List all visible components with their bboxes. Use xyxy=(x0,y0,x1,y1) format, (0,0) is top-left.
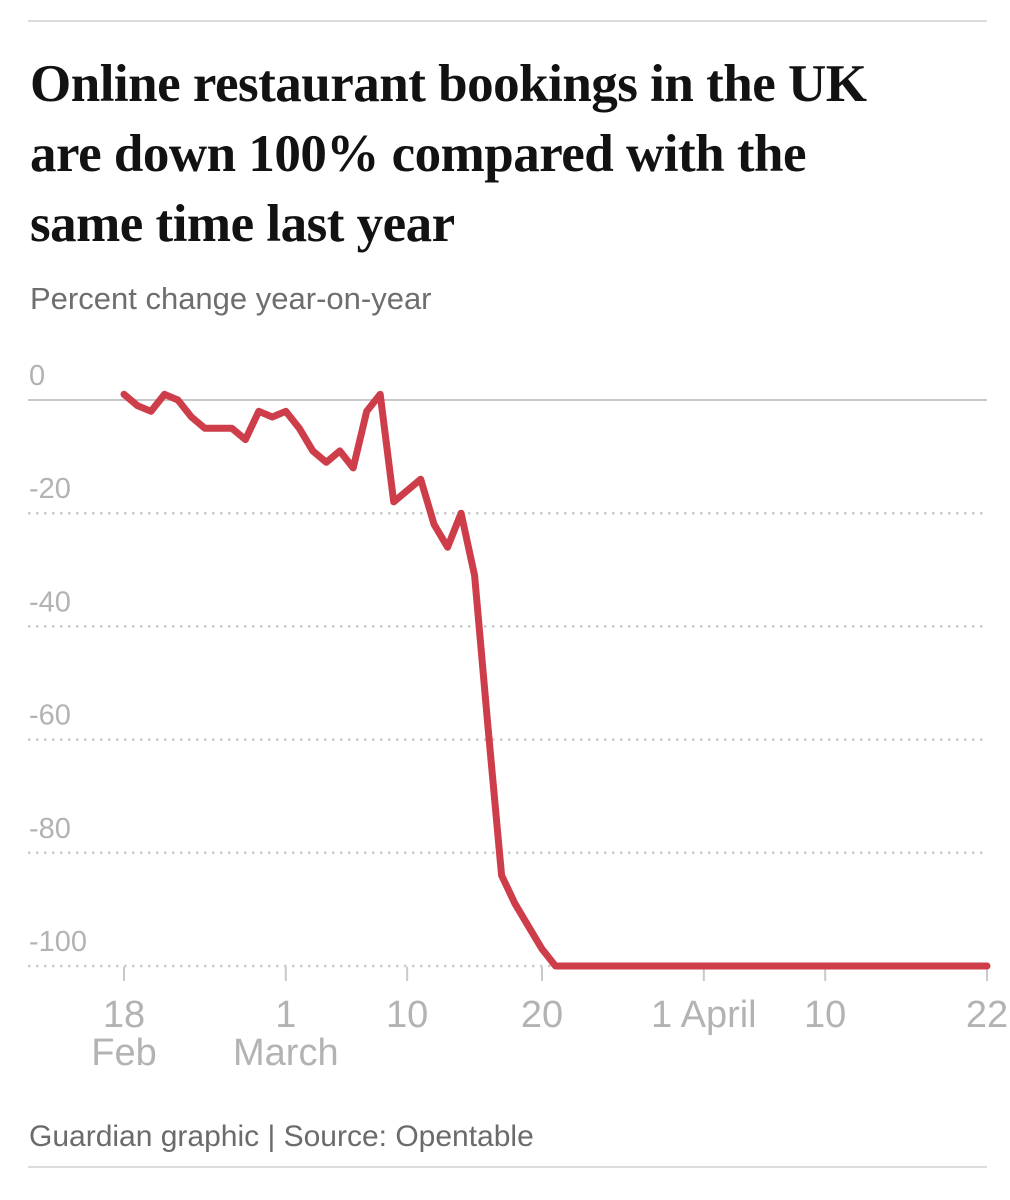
title-line-3: same time last year xyxy=(30,195,455,253)
y-axis-label: -40 xyxy=(29,586,71,618)
x-axis-month-label: Feb xyxy=(91,1032,156,1074)
title-line-2: are down 100% compared with the xyxy=(30,125,807,183)
x-axis-label: 10 xyxy=(804,994,846,1036)
x-axis-label: 10 xyxy=(386,994,428,1036)
x-axis-label: 20 xyxy=(521,994,563,1036)
x-axis-label: 22 xyxy=(966,994,1008,1036)
y-axis-label: 0 xyxy=(29,360,45,392)
y-axis-label: -100 xyxy=(29,926,87,958)
bookings-line-series xyxy=(120,390,991,970)
bottom-rule xyxy=(28,1166,987,1168)
x-axis-month-label: March xyxy=(233,1032,339,1074)
source-credit: Guardian graphic | Source: Opentable xyxy=(29,1120,534,1153)
top-rule xyxy=(28,20,987,22)
chart-subtitle: Percent change year-on-year xyxy=(30,281,432,316)
x-axis-label: 18 xyxy=(103,994,145,1036)
x-axis-label: 1 xyxy=(275,994,296,1036)
y-axis-label: -20 xyxy=(29,473,71,505)
page-title: Online restaurant bookings in the UK are… xyxy=(30,49,960,259)
title-line-1: Online restaurant bookings in the UK xyxy=(30,55,867,113)
y-axis-label: -80 xyxy=(29,813,71,845)
x-axis-label: 1 April xyxy=(651,994,757,1036)
y-axis-label: -60 xyxy=(29,700,71,732)
